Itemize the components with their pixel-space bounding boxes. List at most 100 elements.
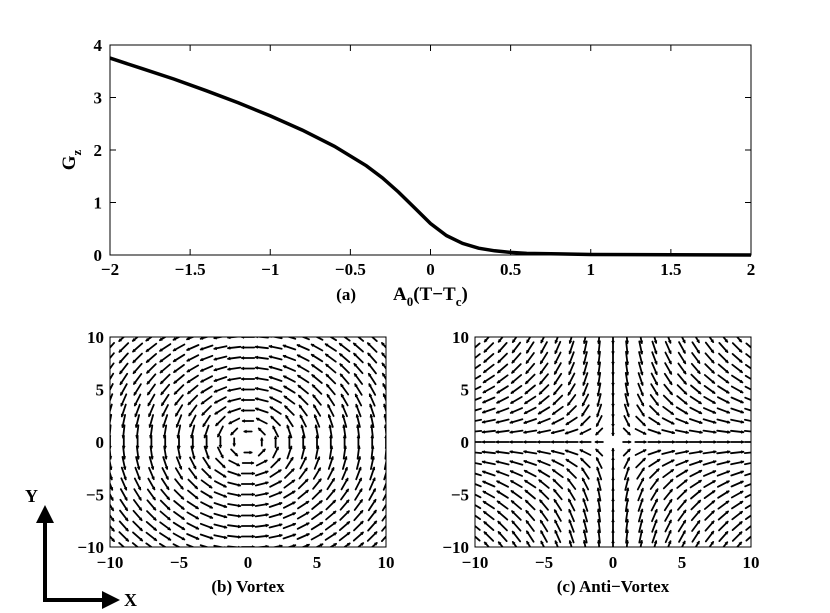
- quiver-arrow: [525, 341, 535, 354]
- quiver-arrow-head: [290, 457, 294, 461]
- quiver-arrow: [145, 521, 158, 531]
- quiver-arrow-head: [181, 537, 185, 541]
- quiver-arrow-head: [611, 340, 615, 344]
- quiver-arrow-head: [526, 350, 530, 354]
- quiver-arrow-head: [125, 538, 129, 542]
- quiver-arrow: [145, 342, 158, 353]
- quiver-arrow: [189, 414, 197, 428]
- quiver-arrow-head: [595, 431, 599, 436]
- quiver-arrow: [597, 539, 601, 547]
- quiver-arrow-head: [176, 434, 180, 438]
- quiver-arrow-head: [186, 369, 191, 373]
- quiver-arrow-head: [341, 404, 345, 408]
- quiver-arrow-head: [119, 359, 123, 364]
- quiver-arrow: [268, 534, 283, 539]
- y-tick-label: 3: [94, 89, 103, 108]
- quiver-arrow: [120, 477, 128, 491]
- quiver-arrow: [110, 372, 115, 381]
- quiver-arrow-head: [354, 383, 358, 387]
- x-tick-label: 2: [747, 260, 756, 279]
- quiver-arrow: [495, 418, 510, 424]
- quiver-arrow: [311, 384, 323, 395]
- quiver-arrow-head: [469, 461, 472, 463]
- quiver-arrow-head: [626, 413, 630, 417]
- quiver-arrow: [199, 522, 214, 530]
- quiver-arrow: [338, 531, 351, 542]
- quiver-arrow: [148, 403, 155, 418]
- quiver-arrow-head: [209, 495, 213, 499]
- quiver-arrow-head: [565, 449, 569, 453]
- quiver-arrow-head: [509, 450, 513, 454]
- quiver-arrow-head: [154, 548, 157, 550]
- quiver-arrow-head: [524, 470, 528, 474]
- quiver-arrow: [475, 385, 482, 391]
- quiver-arrow: [509, 460, 524, 466]
- quiver-arrow: [718, 341, 729, 354]
- quiver-arrow-head: [469, 431, 472, 433]
- quiver-arrow-head: [538, 401, 542, 405]
- quiver-arrow-head: [738, 531, 743, 535]
- quiver-arrow-head: [260, 438, 264, 441]
- quiver-arrow-head: [387, 500, 389, 503]
- quiver-arrow: [717, 480, 730, 488]
- quiver-arrow-head: [671, 421, 675, 425]
- quiver-arrow: [623, 403, 630, 418]
- quiver-arrow-head: [120, 413, 125, 417]
- quiver-arrow: [651, 340, 658, 355]
- quiver-arrow-head: [110, 435, 112, 438]
- quiver-arrow: [553, 383, 563, 396]
- quiver-arrow-head: [369, 414, 373, 418]
- quiver-arrow: [339, 510, 350, 521]
- quiver-arrow-head: [713, 450, 717, 454]
- quiver-arrow-head: [565, 431, 569, 435]
- quiver-arrow: [581, 477, 590, 491]
- quiver-arrow-head: [237, 535, 241, 539]
- quiver-arrow-head: [684, 479, 688, 483]
- quiver-arrow-head: [497, 380, 501, 384]
- quiver-arrow: [496, 500, 509, 510]
- quiver-arrow-head: [195, 536, 199, 540]
- quiver-arrow: [690, 499, 702, 511]
- quiver-arrow: [201, 468, 212, 479]
- quiver-arrow: [325, 363, 337, 374]
- quiver-arrow-head: [304, 467, 308, 472]
- quiver-arrow: [667, 337, 672, 344]
- quiver-arrow-head: [668, 520, 672, 524]
- quiver-arrow: [661, 450, 676, 455]
- quiver-arrow: [717, 510, 729, 521]
- quiver-arrow-head: [496, 430, 500, 434]
- quiver-arrow: [296, 344, 310, 351]
- quiver-arrow: [327, 404, 335, 417]
- quiver-arrow: [730, 470, 744, 477]
- quiver-arrow-head: [269, 344, 273, 349]
- quiver-arrow: [296, 364, 310, 373]
- quiver-arrow-head: [227, 378, 231, 382]
- quiver-arrow: [159, 373, 171, 385]
- quiver-arrow: [647, 428, 662, 435]
- quiver-arrow-head: [187, 401, 192, 405]
- quiver-arrow: [174, 467, 184, 480]
- quiver-arrow-head: [164, 466, 169, 470]
- quiver-arrow: [638, 519, 643, 533]
- quiver-arrow-head: [227, 346, 231, 350]
- quiver-arrow-head: [203, 434, 207, 438]
- quiver-arrow: [524, 395, 537, 405]
- quiver-arrow: [624, 487, 629, 502]
- quiver-arrow: [131, 337, 140, 342]
- quiver-arrow-head: [497, 531, 502, 535]
- quiver-arrow: [639, 540, 643, 547]
- quiver-arrow: [481, 429, 496, 434]
- quiver-arrow-head: [641, 467, 645, 471]
- quiver-arrow: [596, 477, 602, 491]
- quiver-arrow-head: [167, 537, 171, 541]
- quiver-arrow-head: [553, 381, 557, 385]
- quiver-arrow-head: [724, 339, 728, 343]
- quiver-arrow: [482, 490, 496, 499]
- quiver-arrow: [595, 448, 604, 457]
- quiver-arrow-head: [654, 381, 658, 385]
- quiver-arrow-head: [291, 479, 295, 483]
- quiver-arrow-head: [135, 434, 139, 439]
- quiver-arrow-head: [568, 499, 572, 503]
